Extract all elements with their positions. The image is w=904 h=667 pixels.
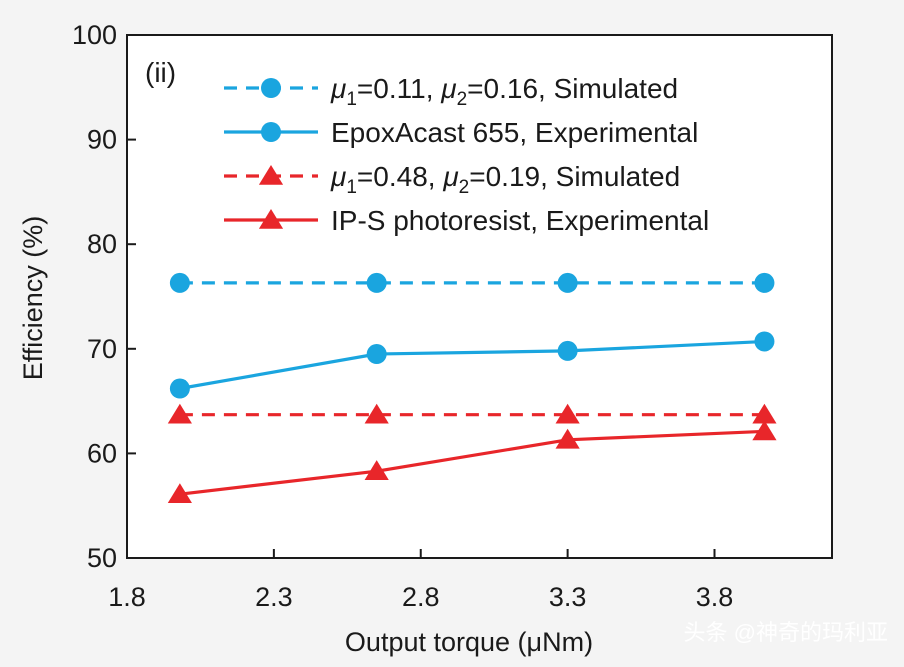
data-point <box>167 403 192 424</box>
legend-label: IP-S photoresist, Experimental <box>331 205 709 236</box>
x-tick-label: 2.8 <box>402 582 440 612</box>
y-tick-label: 60 <box>87 438 117 468</box>
data-point <box>169 272 190 293</box>
data-point <box>167 483 192 503</box>
watermark-text: 头条 @神奇的玛利亚 <box>684 620 888 645</box>
legend-label-part: 2 <box>459 177 470 198</box>
panel-label: (ii) <box>145 57 176 88</box>
legend-label-part: IP-S photoresist, Experimental <box>331 205 709 236</box>
data-point <box>366 344 387 365</box>
legend-marker <box>258 165 284 185</box>
legend-label-part: 2 <box>457 89 468 110</box>
legend-marker <box>258 209 284 229</box>
x-tick-label: 3.3 <box>549 582 587 612</box>
data-point <box>364 460 389 480</box>
legend-entry-1: μ1=0.11, μ2=0.16, Simulated <box>224 73 678 110</box>
legend-label-part: μ <box>330 161 346 192</box>
y-tick-label: 100 <box>72 20 117 50</box>
legend-label-part: =0.11, <box>357 73 441 104</box>
series-4 <box>167 420 777 503</box>
legend-label: μ1=0.48, μ2=0.19, Simulated <box>330 161 680 198</box>
data-point <box>364 403 389 424</box>
legend-label-part: =0.19, Simulated <box>469 161 680 192</box>
data-point <box>555 428 580 449</box>
data-point <box>555 403 580 424</box>
data-point <box>366 272 387 293</box>
x-axis-title: Output torque (μNm) <box>345 627 593 657</box>
y-axis-title: Efficiency (%) <box>18 216 48 381</box>
y-tick-label: 80 <box>87 229 117 259</box>
plot-frame <box>126 34 833 559</box>
legend-label-part: 1 <box>346 177 357 198</box>
legend-label-part: =0.16, Simulated <box>467 73 678 104</box>
series-3 <box>167 403 777 424</box>
x-tick-label: 2.3 <box>255 582 293 612</box>
legend-label-part: μ <box>442 161 458 192</box>
series-line <box>179 429 765 496</box>
series-1 <box>169 272 775 293</box>
legend-entry-2: EpoxAcast 655, Experimental <box>224 117 698 148</box>
y-tick-label: 70 <box>87 334 117 364</box>
data-point <box>557 340 578 361</box>
legend-label: μ1=0.11, μ2=0.16, Simulated <box>330 73 678 110</box>
x-tick-label: 3.8 <box>696 582 734 612</box>
legend-entry-4: IP-S photoresist, Experimental <box>224 205 709 236</box>
data-point <box>557 272 578 293</box>
data-point <box>754 331 775 352</box>
data-point <box>754 272 775 293</box>
legend-entry-3: μ1=0.48, μ2=0.19, Simulated <box>224 161 680 198</box>
legend-label: EpoxAcast 655, Experimental <box>331 117 698 148</box>
legend-label-part: EpoxAcast 655, Experimental <box>331 117 698 148</box>
y-tick-label: 50 <box>87 543 117 573</box>
legend-label-part: 1 <box>346 89 357 110</box>
legend-label-part: μ <box>440 73 456 104</box>
x-tick-label: 1.8 <box>108 582 146 612</box>
legend-label-part: =0.48, <box>357 161 443 192</box>
legend-label-part: μ <box>330 73 346 104</box>
legend-marker <box>261 78 281 98</box>
y-tick-label: 90 <box>87 125 117 155</box>
legend-marker <box>261 122 281 142</box>
data-point <box>752 420 777 441</box>
data-point <box>169 378 190 399</box>
data-point <box>752 403 777 424</box>
series-line <box>179 339 765 391</box>
series-2 <box>169 331 775 399</box>
